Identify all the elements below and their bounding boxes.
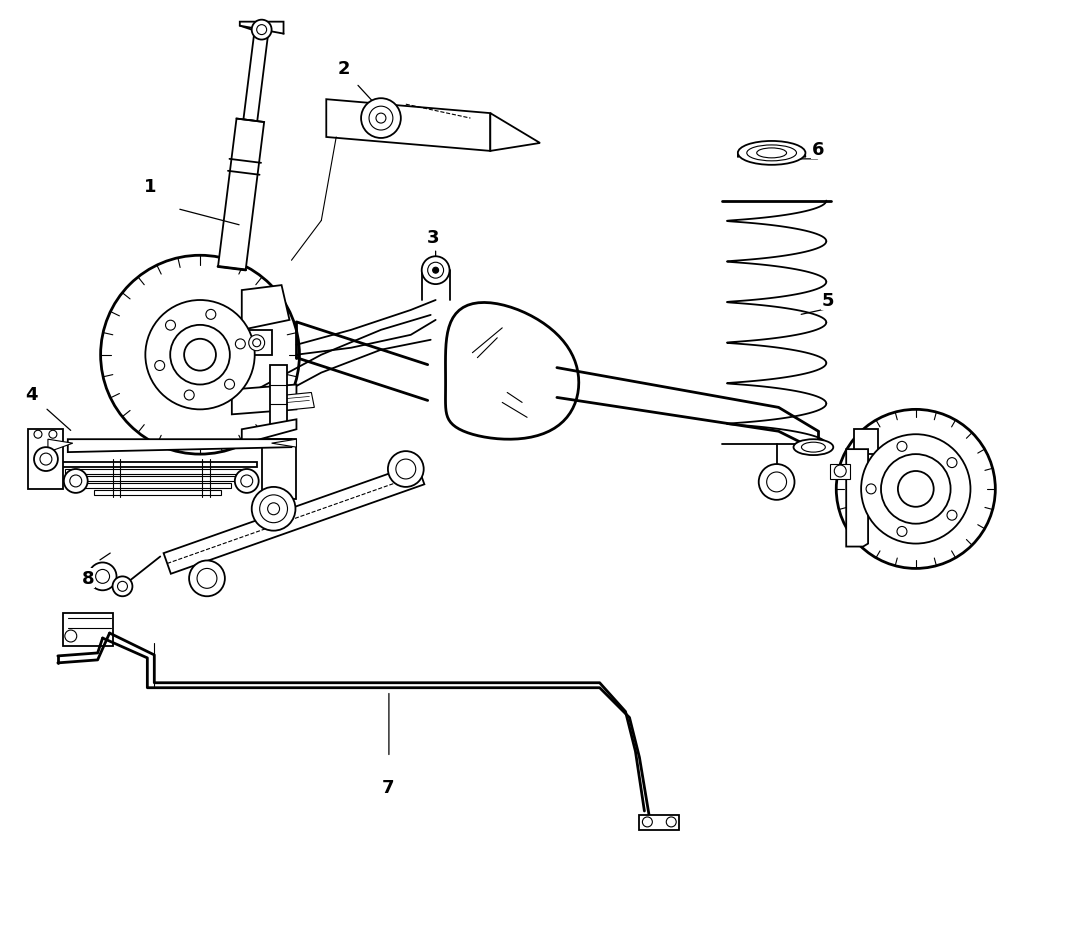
Polygon shape <box>490 114 540 152</box>
Polygon shape <box>242 286 290 330</box>
Circle shape <box>145 301 255 410</box>
Polygon shape <box>639 815 679 830</box>
Ellipse shape <box>756 149 787 159</box>
Circle shape <box>206 310 216 320</box>
Polygon shape <box>271 393 315 412</box>
Circle shape <box>34 430 42 439</box>
Circle shape <box>225 379 234 390</box>
Polygon shape <box>164 464 424 574</box>
Circle shape <box>947 458 957 468</box>
Circle shape <box>89 563 116 591</box>
Circle shape <box>433 268 438 274</box>
Text: 4: 4 <box>25 386 37 404</box>
Circle shape <box>866 484 876 495</box>
Polygon shape <box>28 430 63 489</box>
Circle shape <box>101 256 299 455</box>
Polygon shape <box>74 477 241 481</box>
Circle shape <box>376 114 386 124</box>
Ellipse shape <box>738 142 805 165</box>
Polygon shape <box>830 464 851 480</box>
Circle shape <box>253 340 260 347</box>
Circle shape <box>117 582 127 592</box>
Circle shape <box>189 561 225 597</box>
Circle shape <box>170 326 230 385</box>
Text: 5: 5 <box>822 292 834 310</box>
Polygon shape <box>846 449 868 547</box>
Polygon shape <box>854 430 878 455</box>
Polygon shape <box>243 29 269 122</box>
Polygon shape <box>240 23 283 35</box>
Circle shape <box>396 460 416 480</box>
Text: 6: 6 <box>812 141 825 159</box>
Polygon shape <box>63 614 113 647</box>
Polygon shape <box>269 365 286 425</box>
Text: 2: 2 <box>337 60 350 78</box>
Circle shape <box>184 340 216 371</box>
Polygon shape <box>84 483 231 488</box>
Polygon shape <box>48 440 73 452</box>
Circle shape <box>881 455 950 524</box>
Circle shape <box>65 631 77 642</box>
Polygon shape <box>261 440 296 499</box>
Circle shape <box>234 469 258 494</box>
Circle shape <box>184 391 194 400</box>
Circle shape <box>427 263 444 278</box>
Text: 7: 7 <box>382 778 394 797</box>
Circle shape <box>268 503 280 515</box>
Circle shape <box>897 442 907 452</box>
Text: 1: 1 <box>144 177 156 195</box>
Ellipse shape <box>793 440 833 456</box>
Circle shape <box>155 362 165 371</box>
Polygon shape <box>271 440 296 447</box>
Polygon shape <box>327 100 490 152</box>
Circle shape <box>235 340 245 349</box>
Circle shape <box>69 476 81 487</box>
Polygon shape <box>446 303 578 440</box>
Circle shape <box>767 473 787 493</box>
Circle shape <box>40 454 52 465</box>
Polygon shape <box>240 330 271 355</box>
Circle shape <box>113 577 132 597</box>
Circle shape <box>758 464 794 500</box>
Ellipse shape <box>802 443 826 452</box>
Circle shape <box>898 471 934 507</box>
Polygon shape <box>67 440 292 452</box>
Circle shape <box>422 257 449 285</box>
Circle shape <box>34 447 58 471</box>
Circle shape <box>248 335 265 351</box>
Circle shape <box>369 107 393 131</box>
Circle shape <box>897 527 907 537</box>
Circle shape <box>49 430 56 439</box>
Circle shape <box>197 569 217 589</box>
Circle shape <box>252 487 295 531</box>
Polygon shape <box>242 420 296 445</box>
Polygon shape <box>58 463 257 467</box>
Circle shape <box>947 511 957 520</box>
Circle shape <box>252 21 271 41</box>
Circle shape <box>666 818 676 827</box>
Circle shape <box>257 25 267 36</box>
Circle shape <box>642 818 652 827</box>
Text: 8: 8 <box>81 570 94 588</box>
Polygon shape <box>65 469 248 475</box>
Polygon shape <box>218 120 264 271</box>
Circle shape <box>166 321 176 330</box>
Circle shape <box>241 476 253 487</box>
Circle shape <box>837 410 995 569</box>
Circle shape <box>834 465 846 478</box>
Circle shape <box>861 435 970 544</box>
Ellipse shape <box>746 145 796 161</box>
Circle shape <box>259 496 288 523</box>
Polygon shape <box>93 490 221 496</box>
Text: 3: 3 <box>426 229 439 247</box>
Circle shape <box>95 570 110 583</box>
Circle shape <box>361 99 400 139</box>
Polygon shape <box>232 385 296 415</box>
Circle shape <box>388 451 424 487</box>
Circle shape <box>64 469 88 494</box>
